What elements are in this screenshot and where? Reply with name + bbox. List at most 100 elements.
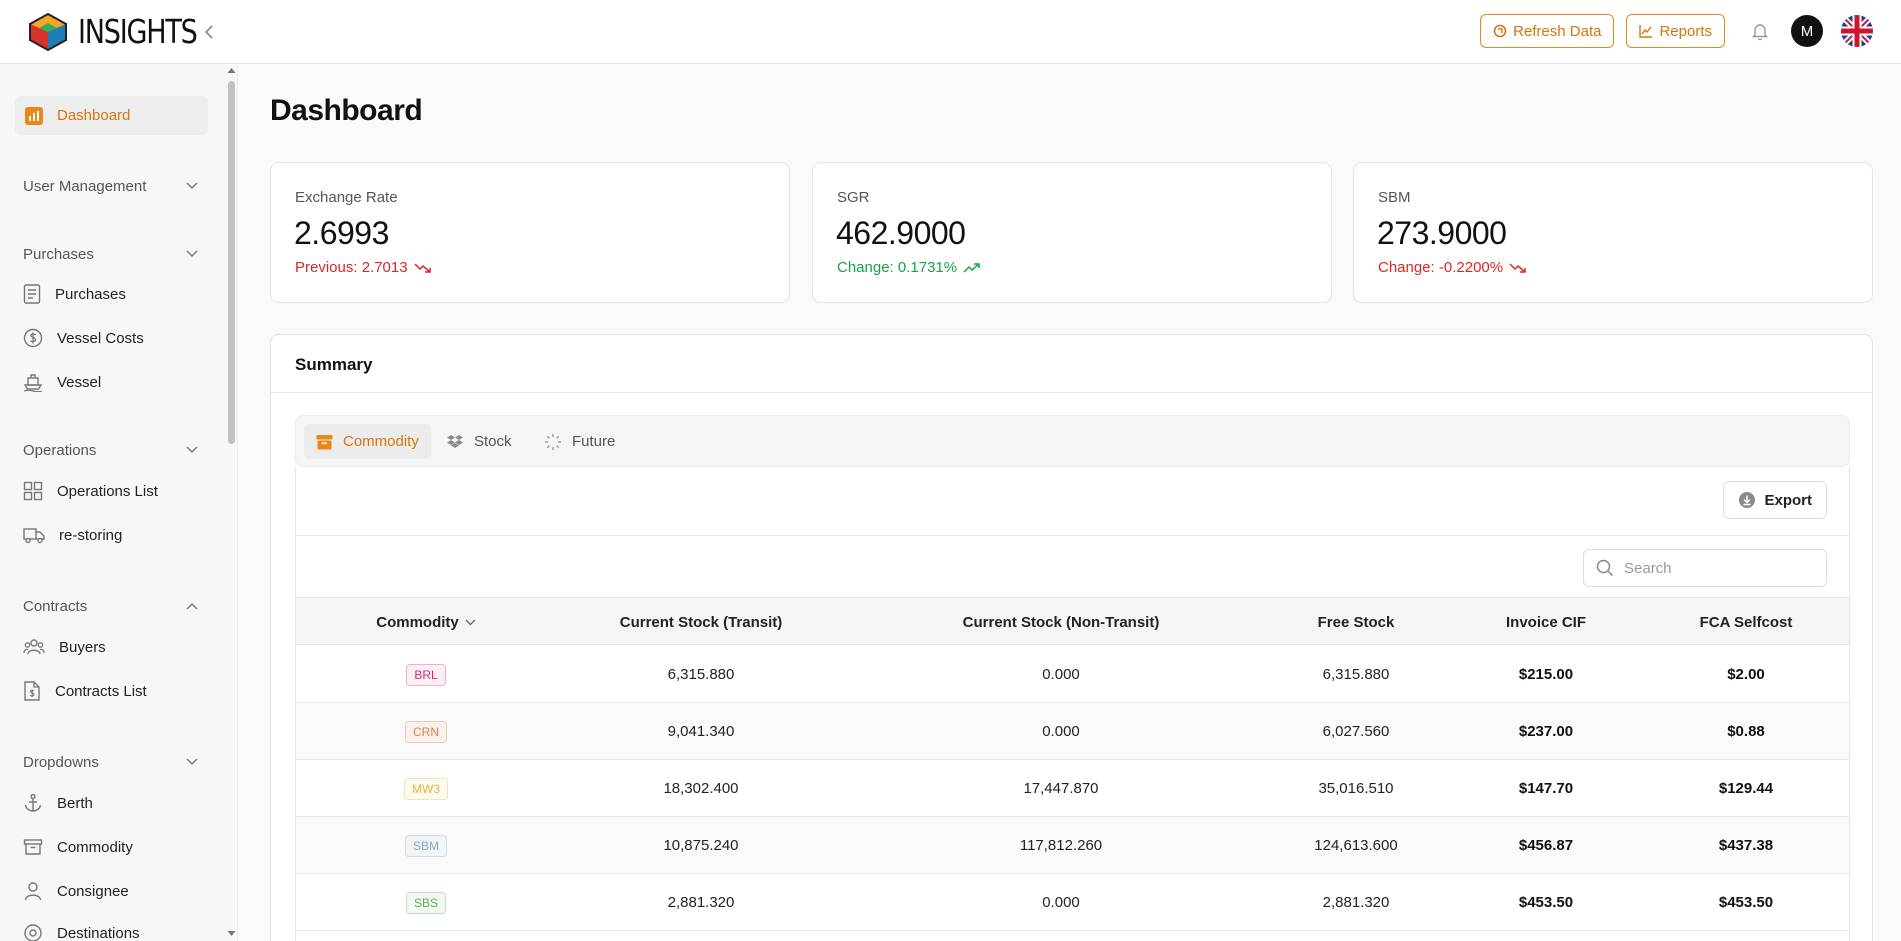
cell-invoice-cif: $237.00 (1518, 723, 1574, 740)
sidebar-section-purchases[interactable]: Purchases (23, 242, 198, 266)
cell-transit: 6,315.880 (667, 666, 735, 683)
search-input[interactable]: Search (1583, 549, 1827, 587)
chevron-down-icon (186, 250, 198, 257)
sidebar-item-operations-list[interactable]: Operations List (23, 477, 158, 505)
sidebar-item-label: Vessel Costs (57, 329, 144, 347)
cell-free-stock: 2,881.320 (1322, 894, 1390, 911)
sidebar-item-buyers[interactable]: Buyers (23, 633, 106, 661)
file-dollar-icon (24, 681, 40, 701)
sidebar-scrollbar[interactable] (226, 66, 236, 941)
cell-fca-selfcost: $0.88 (1727, 723, 1765, 740)
table-row[interactable]: CRN 9,041.340 0.000 6,027.560 $237.00 $0… (296, 703, 1849, 760)
cell-free-stock: 6,027.560 (1322, 723, 1390, 740)
uk-flag-icon (1841, 15, 1873, 47)
card-label: SBM (1378, 189, 1411, 206)
reports-label: Reports (1659, 22, 1712, 40)
commodity-table-panel: Export Search Commodity Current Stock (T… (295, 467, 1850, 941)
tab-stock[interactable]: Stock (434, 424, 524, 459)
sidebar-section-user-management[interactable]: User Management (23, 174, 198, 198)
change-text: Change: -0.2200% (1378, 259, 1504, 276)
reports-button[interactable]: Reports (1626, 14, 1725, 48)
sgr-card: SGR 462.9000 Change: 0.1731% (812, 162, 1332, 303)
export-button[interactable]: Export (1723, 481, 1827, 519)
commodity-badge: SBM (404, 834, 447, 857)
commodity-badge: SBS (405, 891, 446, 914)
users-icon (23, 639, 45, 655)
cell-invoice-cif: $215.00 (1518, 666, 1574, 683)
table-row[interactable]: SBM 10,875.240 117,812.260 124,613.600 $… (296, 817, 1849, 874)
cell-fca-selfcost: $437.38 (1718, 837, 1774, 854)
archive-icon (23, 839, 43, 855)
sidebar-item-label: Commodity (57, 838, 133, 856)
divider (271, 392, 1872, 393)
cell-invoice-cif: $147.70 (1518, 780, 1574, 797)
column-header-commodity[interactable]: Commodity (326, 598, 526, 646)
user-avatar[interactable]: M (1791, 15, 1823, 47)
refresh-data-label: Refresh Data (1513, 22, 1602, 40)
sidebar-section-operations[interactable]: Operations (23, 438, 198, 462)
dashboard-icon (25, 106, 43, 125)
logo-icon (29, 12, 67, 51)
export-label: Export (1764, 491, 1812, 509)
download-icon (1739, 492, 1756, 508)
page-title: Dashboard (270, 94, 423, 127)
language-selector[interactable] (1841, 15, 1873, 47)
sidebar-item-label: Dashboard (57, 107, 131, 124)
sidebar-item-commodity[interactable]: Commodity (23, 833, 133, 861)
card-change: Change: 0.1731% (837, 259, 981, 276)
table-row[interactable]: MW3 18,302.400 17,447.870 35,016.510 $14… (296, 760, 1849, 817)
card-value: 2.6993 (294, 215, 389, 251)
table-row[interactable]: BRL 6,315.880 0.000 6,315.880 $215.00 $2… (296, 646, 1849, 703)
sidebar-item-vessel[interactable]: Vessel (23, 368, 101, 396)
column-label: FCA Selfcost (1699, 613, 1793, 631)
cell-non-transit: 0.000 (1042, 666, 1080, 683)
sidebar-item-dashboard[interactable]: Dashboard (15, 96, 208, 135)
card-value: 462.9000 (836, 215, 966, 251)
sidebar-section-dropdowns[interactable]: Dropdowns (23, 750, 198, 774)
sidebar: Dashboard User Management Purchases Purc… (0, 65, 238, 941)
table-row[interactable]: SBS 2,881.320 0.000 2,881.320 $453.50 $4… (296, 874, 1849, 931)
change-text: Previous: 2.7013 (295, 259, 408, 276)
sidebar-item-vessel-costs[interactable]: Vessel Costs (23, 324, 144, 352)
cell-transit: 9,041.340 (667, 723, 735, 740)
tab-commodity[interactable]: Commodity (304, 424, 431, 459)
dollar-circle-icon (23, 328, 43, 348)
sidebar-item-re-storing[interactable]: re-storing (23, 521, 122, 549)
column-header-transit: Current Stock (Transit) (536, 598, 866, 646)
cell-free-stock: 35,016.510 (1318, 780, 1394, 797)
sidebar-item-consignee[interactable]: Consignee (23, 877, 129, 905)
sidebar-item-label: Operations List (57, 482, 158, 500)
card-value: 273.9000 (1377, 215, 1507, 251)
sidebar-item-contracts-list[interactable]: Contracts List (23, 677, 147, 705)
chevron-left-icon (204, 25, 213, 39)
brand-name: INSIGHTS (78, 12, 198, 51)
cell-transit: 10,875.240 (663, 837, 739, 854)
cell-non-transit: 17,447.870 (1023, 780, 1099, 797)
ship-icon (23, 374, 43, 392)
sidebar-section-contracts[interactable]: Contracts (23, 594, 198, 618)
divider (296, 535, 1849, 536)
section-title: Dropdowns (23, 753, 99, 771)
scroll-thumb[interactable] (228, 81, 235, 444)
summary-panel: Summary Commodity Stock Future Export Se… (270, 334, 1873, 941)
sidebar-item-label: Contracts List (55, 682, 147, 700)
sidebar-item-berth[interactable]: Berth (23, 789, 93, 817)
search-icon (1596, 559, 1614, 577)
sidebar-item-purchases[interactable]: Purchases (23, 280, 126, 308)
scroll-down-icon (227, 931, 236, 936)
tab-future[interactable]: Future (532, 424, 627, 459)
sidebar-item-destinations[interactable]: Destinations (23, 919, 140, 941)
column-header-fca-selfcost: FCA Selfcost (1646, 598, 1846, 646)
chevron-down-icon (186, 446, 198, 453)
cell-non-transit: 0.000 (1042, 723, 1080, 740)
chevron-down-icon (186, 758, 198, 765)
cell-transit: 18,302.400 (663, 780, 739, 797)
boxes-icon (447, 434, 463, 448)
refresh-data-button[interactable]: Refresh Data (1480, 14, 1615, 48)
app-logo[interactable]: INSIGHTS (26, 12, 223, 52)
notifications-button[interactable] (1745, 16, 1775, 46)
trending-up-icon (963, 262, 980, 273)
cell-free-stock: 124,613.600 (1314, 837, 1398, 854)
commodity-badge: MW3 (404, 777, 448, 800)
collapse-sidebar-button[interactable] (200, 20, 218, 44)
